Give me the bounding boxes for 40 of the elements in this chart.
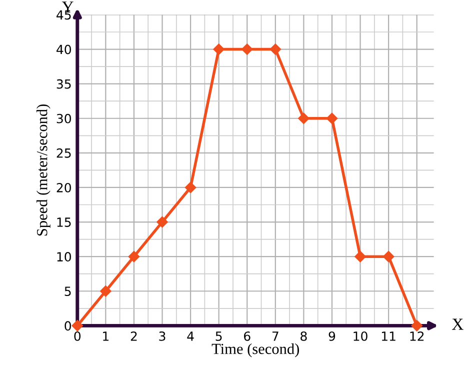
- point: [354, 250, 366, 262]
- text: X: [452, 318, 464, 330]
- x-tick-label: 11: [382, 332, 396, 341]
- x-tick-label: 1: [103, 332, 108, 341]
- text: Y: [62, 2, 74, 13]
- point: [298, 112, 310, 124]
- x-tick-label: 4: [187, 332, 194, 341]
- point: [382, 250, 394, 262]
- point: [242, 44, 253, 55]
- x-tick-label: 8: [300, 331, 307, 341]
- point: [270, 44, 282, 55]
- x-tick-label: 0: [74, 331, 81, 341]
- x-tick-label: 10: [354, 331, 368, 341]
- y-tick-label: 0: [64, 321, 71, 331]
- y-tick-label: 35: [56, 79, 71, 89]
- x-tick-label: 7: [272, 332, 278, 341]
- x-tick-label: 9: [328, 331, 336, 341]
- point: [128, 250, 140, 262]
- y-tick-label: 40: [56, 44, 71, 54]
- y-tick-label: 15: [57, 218, 71, 227]
- x-tick-label: 2: [130, 331, 137, 341]
- y-tick-label: 45: [56, 10, 71, 20]
- x-tick-label: 3: [159, 331, 166, 341]
- y-tick-label: 5: [64, 286, 71, 296]
- point: [184, 182, 196, 194]
- y-tick-label: 25: [56, 148, 71, 158]
- point: [326, 112, 338, 124]
- point: [213, 44, 224, 55]
- x-tick-label: 5: [216, 332, 222, 341]
- x-tick-label: 12: [410, 331, 424, 341]
- y-axis-title: Speed (meter/second): [36, 104, 50, 236]
- y-tick-label: 10: [57, 252, 71, 262]
- point: [72, 320, 83, 332]
- point: [156, 216, 168, 228]
- x-axis-title: Time (second): [212, 343, 299, 358]
- x-tick-label: 6: [244, 331, 250, 341]
- y-tick-label: 30: [56, 114, 71, 124]
- point: [411, 320, 422, 332]
- point: [100, 286, 112, 297]
- y-tick-label: 20: [56, 182, 71, 192]
